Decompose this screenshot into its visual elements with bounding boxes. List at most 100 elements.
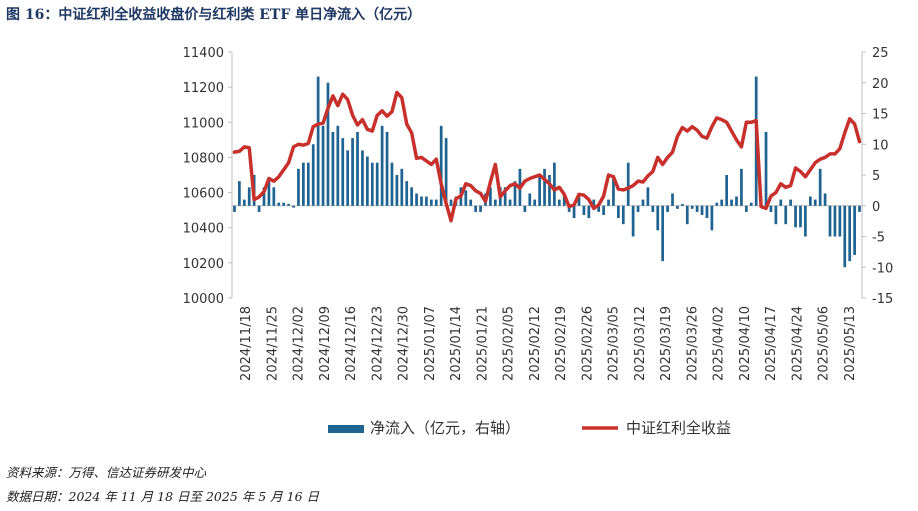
- net-inflow-bar: [272, 187, 276, 206]
- x-tick-label: 2025/02/05: [502, 306, 517, 381]
- net-inflow-bar: [730, 199, 733, 206]
- net-inflow-bar: [567, 205, 571, 212]
- x-tick-label: 2025/03/12: [633, 306, 648, 381]
- net-inflow-bar: [828, 205, 832, 237]
- net-inflow-bar: [479, 205, 482, 212]
- y-left-tick-label: 10600: [183, 187, 224, 202]
- net-inflow-bar: [612, 175, 615, 206]
- x-tick-label: 2025/03/26: [685, 306, 700, 381]
- net-inflow-bar: [233, 205, 236, 212]
- x-tick-label: 2025/03/19: [659, 306, 674, 381]
- net-inflow-bar: [641, 199, 645, 206]
- source-note: 资料来源：万得、信达证券研发中心: [6, 465, 207, 480]
- x-tick-label: 2024/11/18: [239, 306, 254, 381]
- x-tick-label: 2025/03/05: [607, 306, 622, 381]
- y-right-tick-label: 15: [872, 108, 889, 123]
- net-inflow-bar: [666, 205, 669, 212]
- net-inflow-bar: [528, 193, 532, 206]
- net-inflow-bar: [548, 175, 551, 206]
- x-tick-label: 2025/01/07: [423, 306, 438, 381]
- net-inflow-bar: [617, 205, 620, 219]
- net-inflow-bar: [415, 193, 418, 206]
- chart: 1000010200104001060010800110001120011400…: [183, 46, 894, 437]
- y-right-tick-label: -15: [872, 292, 893, 307]
- x-tick-label: 2025/02/19: [554, 306, 569, 381]
- net-inflow-bar: [523, 205, 527, 212]
- net-inflow-bar: [597, 205, 601, 212]
- net-inflow-bar: [311, 144, 315, 206]
- net-inflow-bar: [774, 205, 778, 225]
- net-inflow-bar: [439, 125, 443, 206]
- net-inflow-bar: [715, 202, 719, 206]
- net-inflow-bar: [661, 205, 665, 262]
- net-inflow-bar: [390, 162, 394, 206]
- x-tick-label: 2025/05/13: [843, 306, 858, 381]
- net-inflow-bar: [808, 196, 812, 206]
- x-tick-label: 2025/01/14: [449, 306, 464, 381]
- bar-series: [233, 76, 861, 268]
- net-inflow-bar: [690, 205, 694, 209]
- net-inflow-bar: [577, 196, 581, 206]
- net-inflow-bar: [853, 205, 856, 255]
- net-inflow-bar: [277, 202, 281, 206]
- net-inflow-bar: [858, 205, 861, 212]
- net-inflow-bar: [557, 199, 561, 206]
- net-inflow-bar: [848, 205, 852, 262]
- y-right-tick-label: -5: [872, 231, 885, 246]
- net-inflow-bar: [631, 205, 635, 237]
- y-left-tick-label: 10000: [183, 292, 224, 307]
- net-inflow-bar: [247, 187, 251, 206]
- net-inflow-bar: [784, 205, 788, 225]
- legend-bar-swatch: [328, 425, 364, 433]
- net-inflow-bar: [626, 162, 630, 206]
- net-inflow-bar: [326, 82, 330, 206]
- net-inflow-bar: [725, 175, 728, 206]
- net-inflow-bar: [602, 205, 605, 215]
- net-inflow-bar: [503, 187, 507, 206]
- y-right-tick-label: 25: [872, 46, 889, 61]
- net-inflow-bar: [302, 162, 305, 206]
- net-inflow-bar: [257, 205, 261, 212]
- net-inflow-bar: [833, 205, 837, 237]
- net-inflow-bar: [242, 199, 246, 206]
- net-inflow-bar: [425, 196, 428, 206]
- net-inflow-bar: [720, 199, 724, 206]
- net-inflow-bar: [744, 205, 748, 212]
- y-left-tick-label: 10400: [183, 222, 224, 237]
- net-inflow-bar: [710, 205, 714, 231]
- net-inflow-bar: [405, 181, 409, 206]
- net-inflow-bar: [779, 199, 783, 206]
- x-tick-label: 2024/12/09: [318, 306, 333, 381]
- net-inflow-bar: [282, 202, 286, 206]
- x-tick-label: 2024/11/25: [265, 306, 280, 381]
- net-inflow-bar: [705, 205, 709, 219]
- net-inflow-bar: [331, 131, 335, 206]
- net-inflow-bar: [769, 205, 773, 212]
- x-tick-label: 2025/04/24: [790, 306, 805, 381]
- net-inflow-bar: [366, 156, 369, 206]
- net-inflow-bar: [380, 125, 384, 206]
- net-inflow-bar: [582, 205, 586, 215]
- net-inflow-bar: [533, 199, 537, 206]
- net-inflow-bar: [489, 187, 492, 206]
- y-left-tick-label: 10200: [183, 257, 224, 272]
- x-tick-label: 2024/12/02: [292, 306, 307, 381]
- x-tick-label: 2025/01/21: [475, 306, 490, 381]
- net-inflow-bar: [464, 190, 468, 206]
- x-tick-label: 2024/12/30: [397, 306, 412, 381]
- net-inflow-bar: [671, 193, 674, 206]
- net-inflow-bar: [789, 199, 792, 206]
- x-tick-label: 2025/02/12: [528, 306, 543, 381]
- net-inflow-bar: [469, 199, 473, 206]
- net-inflow-bar: [292, 205, 295, 208]
- x-tick-label: 2024/12/16: [344, 306, 359, 381]
- legend-line-label: 中证红利全收益: [626, 419, 731, 437]
- net-inflow-bar: [681, 203, 684, 206]
- net-inflow-bar: [306, 162, 310, 206]
- net-inflow-bar: [429, 199, 433, 206]
- net-inflow-bar: [287, 203, 290, 206]
- net-inflow-bar: [361, 150, 364, 206]
- net-inflow-bar: [297, 168, 300, 206]
- net-inflow-bar: [838, 205, 842, 237]
- net-inflow-bar: [794, 205, 797, 228]
